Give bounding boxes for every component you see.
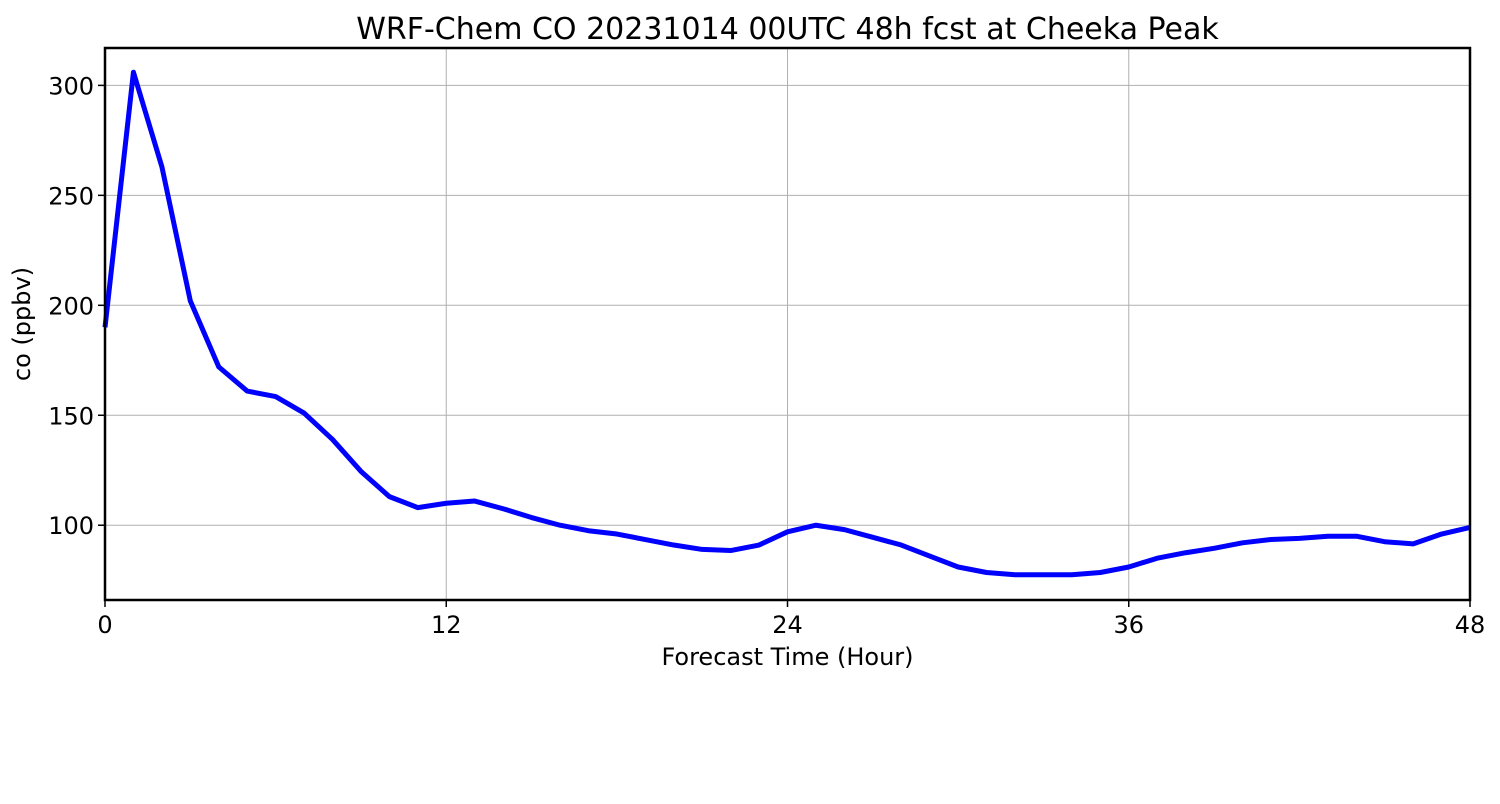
series-layer <box>102 69 1471 578</box>
y-tick-label: 150 <box>48 402 94 430</box>
x-axis-label: Forecast Time (Hour) <box>661 643 913 671</box>
x-tick-label: 12 <box>431 611 462 639</box>
y-axis-label: co (ppbv) <box>8 267 36 381</box>
y-tick-label: 300 <box>48 72 94 100</box>
x-tick-label: 36 <box>1113 611 1144 639</box>
y-tick-label: 200 <box>48 292 94 320</box>
x-tick-label: 48 <box>1455 611 1486 639</box>
chart-title: WRF-Chem CO 20231014 00UTC 48h fcst at C… <box>356 12 1219 47</box>
y-tick-label: 100 <box>48 512 94 540</box>
x-tick-label: 0 <box>97 611 112 639</box>
ticks: 0 12 24 36 48 100 150 200 250 300 <box>48 72 1485 639</box>
grid <box>105 48 1470 600</box>
co-series-line <box>102 69 1471 578</box>
y-tick-label: 250 <box>48 182 94 210</box>
x-tick-label: 24 <box>772 611 803 639</box>
